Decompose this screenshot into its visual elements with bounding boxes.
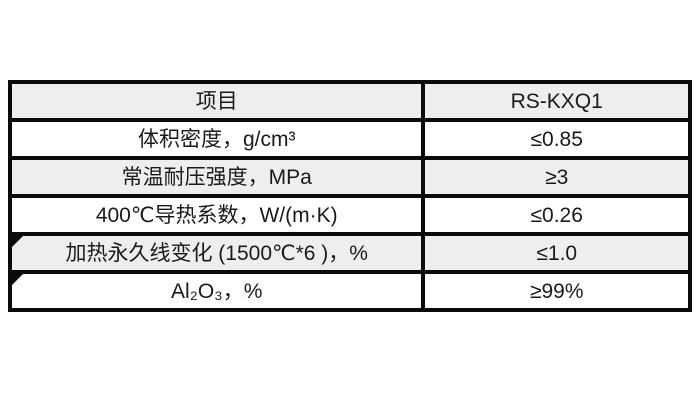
value-cell: ≤0.26 (421, 194, 692, 236)
value-cell: ≤0.85 (421, 118, 692, 160)
column-header-product: RS-KXQ1 (421, 80, 692, 122)
value-cell: ≥99% (421, 270, 692, 312)
spec-table: 项目 RS-KXQ1 体积密度，g/cm³ ≤0.85 常温耐压强度，MPa ≥… (7, 80, 692, 312)
property-label: 常温耐压强度，MPa (121, 165, 312, 189)
column-header-item: 项目 (7, 80, 426, 122)
property-cell: 400℃导热系数，W/(m·K) (7, 194, 426, 236)
corner-fold-mark (14, 276, 23, 285)
corner-fold-mark (14, 238, 23, 247)
property-label: 加热永久线变化 (1500℃*6 )，% (65, 241, 368, 265)
property-cell: 加热永久线变化 (1500℃*6 )，% (7, 232, 426, 274)
table-row: Al₂O₃，% ≥99% (7, 270, 692, 312)
property-label: 400℃导热系数，W/(m·K) (95, 203, 338, 227)
table-row: 常温耐压强度，MPa ≥3 (7, 156, 692, 198)
value-cell: ≥3 (421, 156, 692, 198)
property-cell: 常温耐压强度，MPa (7, 156, 426, 198)
table-header-row: 项目 RS-KXQ1 (7, 80, 692, 122)
property-label: 体积密度，g/cm³ (137, 127, 296, 151)
table-row: 400℃导热系数，W/(m·K) ≤0.26 (7, 194, 692, 236)
property-cell: Al₂O₃，% (7, 270, 426, 312)
value-cell: ≤1.0 (421, 232, 692, 274)
property-label: Al₂O₃，% (171, 279, 263, 303)
table-row: 体积密度，g/cm³ ≤0.85 (7, 118, 692, 160)
property-cell: 体积密度，g/cm³ (7, 118, 426, 160)
table-row: 加热永久线变化 (1500℃*6 )，% ≤1.0 (7, 232, 692, 274)
